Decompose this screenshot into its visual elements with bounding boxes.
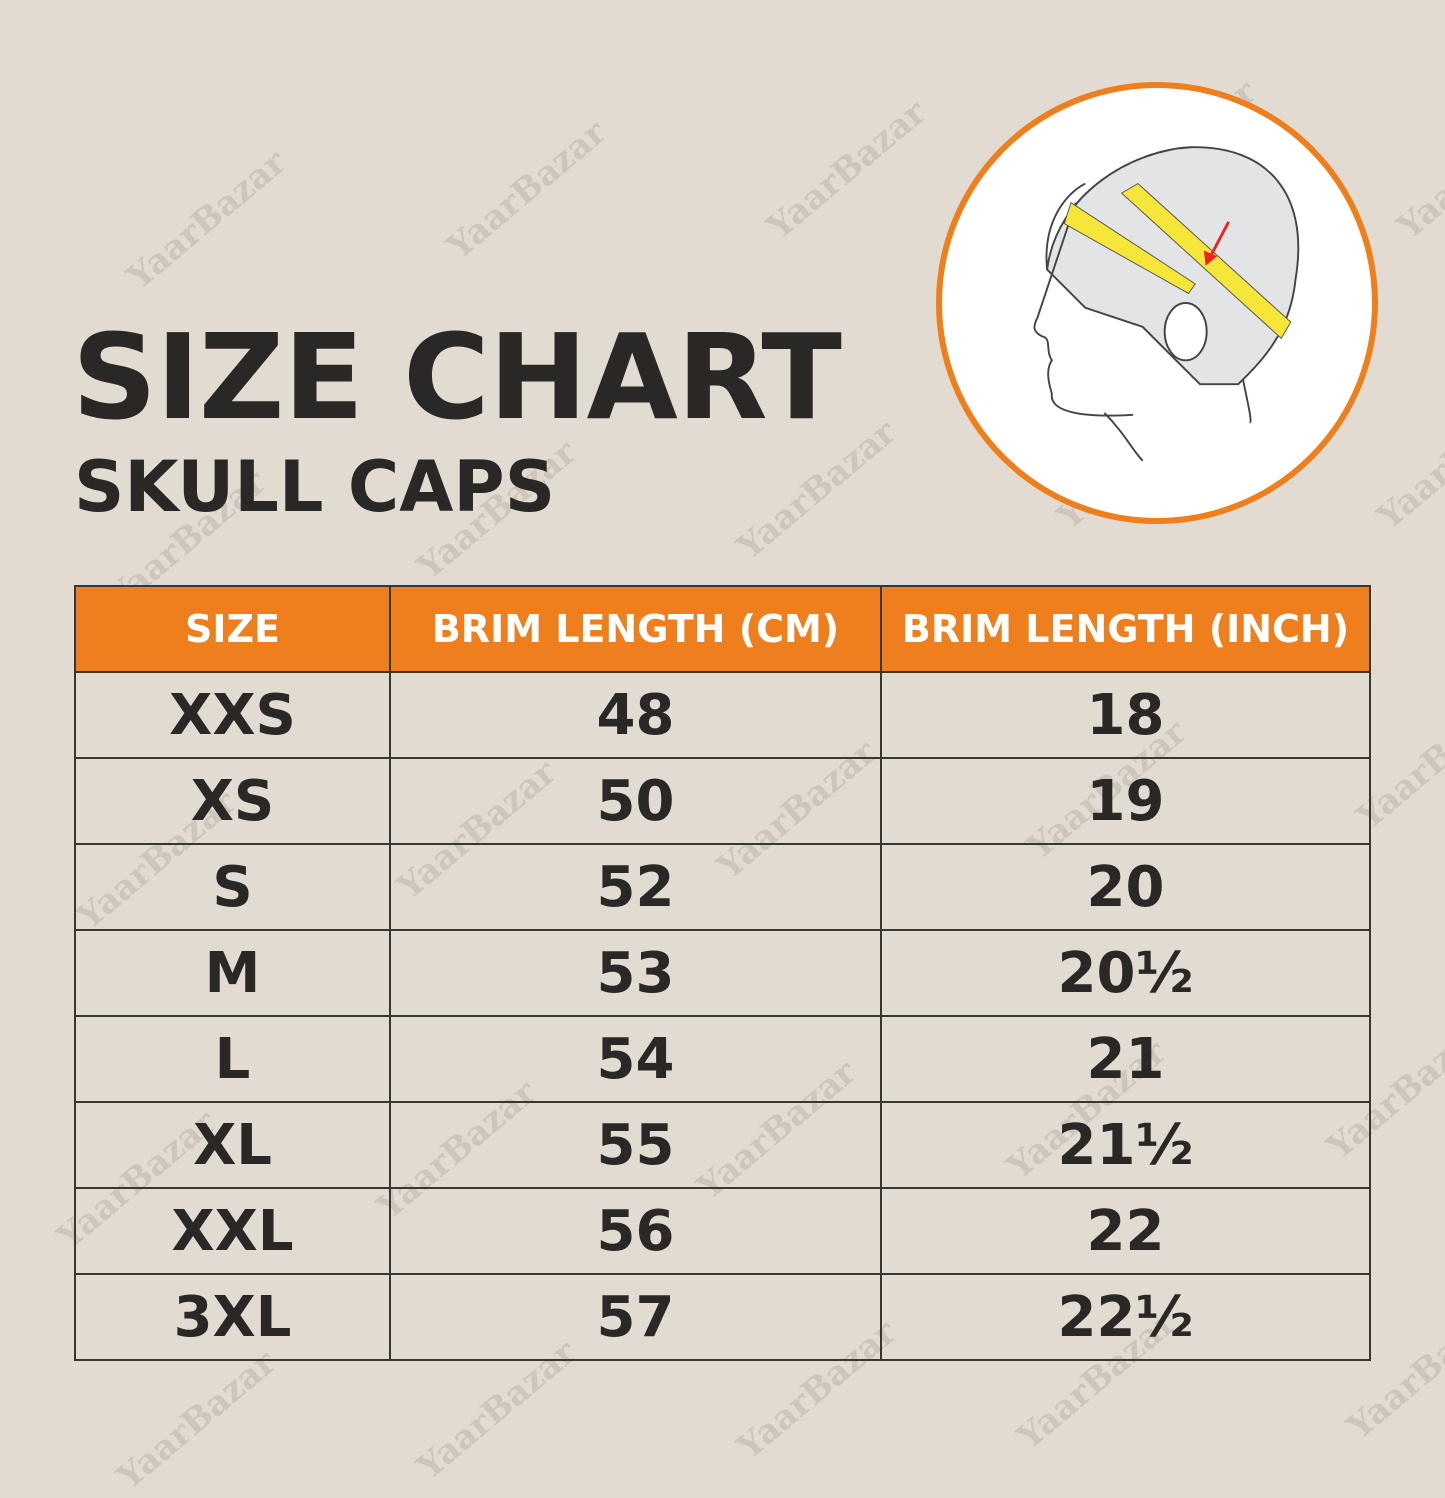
brim-cm-cell: 50 xyxy=(389,757,882,845)
watermark-text: YaarBazar xyxy=(439,112,614,268)
header-size: SIZE xyxy=(74,585,391,673)
brim-inch-cell: 20 xyxy=(880,843,1371,931)
brim-inch-cell: 18 xyxy=(880,671,1371,759)
size-cell: XS xyxy=(74,757,391,845)
table-row: M 53 20½ xyxy=(74,929,1371,1017)
watermark-text: YaarBazar xyxy=(1389,92,1445,248)
brim-inch-cell: 22 xyxy=(880,1187,1371,1275)
table-row: L 54 21 xyxy=(74,1015,1371,1103)
size-cell: XXS xyxy=(74,671,391,759)
brim-inch-cell: 21 xyxy=(880,1015,1371,1103)
size-chart-table: SIZE BRIM LENGTH (CM) BRIM LENGTH (INCH)… xyxy=(74,585,1371,1361)
size-cell: S xyxy=(74,843,391,931)
table-row: XS 50 19 xyxy=(74,757,1371,845)
watermark-text: YaarBazar xyxy=(1369,382,1445,538)
brim-inch-cell: 20½ xyxy=(880,929,1371,1017)
brim-cm-cell: 57 xyxy=(389,1273,882,1361)
table-header-row: SIZE BRIM LENGTH (CM) BRIM LENGTH (INCH) xyxy=(74,585,1371,673)
head-measuring-tape-icon xyxy=(1033,146,1300,462)
page-subtitle: SKULL CAPS xyxy=(74,446,556,528)
table-row: XXS 48 18 xyxy=(74,671,1371,759)
header-brim-inch: BRIM LENGTH (INCH) xyxy=(880,585,1371,673)
head-measurement-illustration xyxy=(936,82,1378,524)
brim-cm-cell: 53 xyxy=(389,929,882,1017)
table-row: XL 55 21½ xyxy=(74,1101,1371,1189)
size-cell: 3XL xyxy=(74,1273,391,1361)
brim-inch-cell: 21½ xyxy=(880,1101,1371,1189)
size-cell: M xyxy=(74,929,391,1017)
brim-inch-cell: 19 xyxy=(880,757,1371,845)
table-row: XXL 56 22 xyxy=(74,1187,1371,1275)
header-brim-cm: BRIM LENGTH (CM) xyxy=(389,585,882,673)
watermark-text: YaarBazar xyxy=(109,1342,284,1498)
brim-cm-cell: 54 xyxy=(389,1015,882,1103)
size-cell: XXL xyxy=(74,1187,391,1275)
page-title: SIZE CHART xyxy=(72,308,842,446)
size-cell: XL xyxy=(74,1101,391,1189)
watermark-text: YaarBazar xyxy=(119,142,294,298)
brim-cm-cell: 48 xyxy=(389,671,882,759)
table-row: 3XL 57 22½ xyxy=(74,1273,1371,1361)
watermark-text: YaarBazar xyxy=(759,92,934,248)
brim-cm-cell: 56 xyxy=(389,1187,882,1275)
size-cell: L xyxy=(74,1015,391,1103)
brim-inch-cell: 22½ xyxy=(880,1273,1371,1361)
brim-cm-cell: 52 xyxy=(389,843,882,931)
table-row: S 52 20 xyxy=(74,843,1371,931)
brim-cm-cell: 55 xyxy=(389,1101,882,1189)
